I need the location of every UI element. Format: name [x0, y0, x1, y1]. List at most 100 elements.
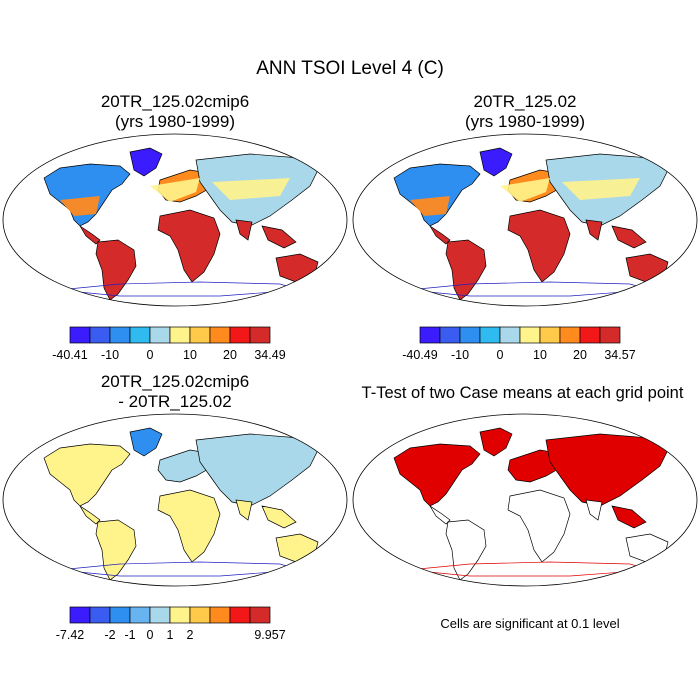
landmass-greenland — [129, 147, 163, 177]
landmass-greenland — [479, 147, 513, 177]
panel-title-line1: 20TR_125.02cmip6 — [100, 372, 250, 391]
colorbar-box — [109, 326, 131, 344]
colorbar-label: 20 — [223, 348, 237, 362]
landmass-india — [585, 219, 603, 241]
colorbar-box — [599, 326, 621, 344]
landmass-centralAmerica — [429, 225, 451, 245]
colorbar-box — [189, 606, 211, 624]
landmass-northAmerica — [43, 443, 131, 507]
panel-title-diff: 20TR_125.02cmip6 - 20TR_125.02 — [0, 372, 350, 412]
landmass-seAsia — [611, 225, 647, 249]
colorbar-label: -2 — [104, 628, 115, 642]
colorbar-box — [519, 326, 541, 344]
panel-title-line2: (yrs 1980-1999) — [114, 112, 235, 131]
colorbar-box — [109, 606, 131, 624]
map-panel-case2 — [352, 133, 698, 307]
colorbar-box — [209, 326, 231, 344]
colorbar-label: 34.49 — [254, 348, 285, 362]
panel-title-case1: 20TR_125.02cmip6 (yrs 1980-1999) — [0, 92, 350, 132]
landmass-africa — [507, 209, 571, 283]
colorbar-label: 0 — [497, 348, 504, 362]
colorbar-box — [439, 326, 461, 344]
colorbar-box — [229, 606, 251, 624]
colorbar-box — [89, 326, 111, 344]
landmass-asia — [545, 433, 669, 507]
colorbar-case1: -40.41 -10 0 10 20 34.49 — [52, 326, 286, 362]
panel-title-line2: - 20TR_125.02 — [118, 392, 232, 411]
colorbar-box — [69, 606, 91, 624]
colorbar-box — [559, 326, 581, 344]
colorbar-box — [129, 606, 151, 624]
landmass-india — [235, 219, 253, 241]
landmass-northAmerica — [393, 443, 481, 507]
panel-title-line1: T-Test of two Case means at each grid po… — [361, 384, 684, 402]
colorbar-label: 9.957 — [254, 628, 285, 642]
map-border — [2, 133, 348, 307]
landmass-australia — [275, 533, 319, 563]
panel-title-ttest: T-Test of two Case means at each grid po… — [345, 383, 700, 403]
figure-title: ANN TSOI Level 4 (C) — [256, 58, 444, 79]
landmass-greenland — [479, 427, 513, 457]
landmass-india — [235, 499, 253, 521]
landmass-seAsia — [261, 225, 297, 249]
panel-title-case2: 20TR_125.02 (yrs 1980-1999) — [350, 92, 700, 132]
landmass-centralAmerica — [429, 505, 451, 525]
band-asia — [562, 178, 640, 200]
landmass-australia — [625, 533, 669, 563]
landmass-australia — [625, 253, 669, 283]
panel-title-line1: 20TR_125.02cmip6 — [100, 92, 250, 111]
colorbar-diff: -7.42 -2 -1 0 1 2 9.957 — [56, 606, 286, 642]
band-midlat — [150, 178, 200, 202]
colorbar-box — [209, 606, 231, 624]
landmass-southAmerica — [95, 239, 137, 301]
landmass-southAmerica — [95, 519, 137, 581]
landmass-greenland — [129, 427, 163, 457]
panel-title-line2: (yrs 1980-1999) — [464, 112, 585, 131]
colorbar-label: -1 — [124, 628, 135, 642]
colorbar-box — [249, 326, 271, 344]
landmass-asia — [195, 433, 319, 507]
band-midlat — [500, 178, 550, 202]
landmass-centralAmerica — [79, 505, 101, 525]
colorbar-label: -40.49 — [402, 348, 437, 362]
colorbar-box — [89, 606, 111, 624]
map-panel-diff — [2, 413, 348, 587]
landmass-seAsia — [261, 505, 297, 529]
colorbar-label: -10 — [101, 348, 119, 362]
band-asia — [212, 178, 290, 200]
colorbar-label: 34.57 — [604, 348, 635, 362]
map-border — [2, 413, 348, 587]
landmass-seAsia — [611, 505, 647, 529]
colorbar-box — [169, 606, 191, 624]
colorbar-label: 2 — [187, 628, 194, 642]
colorbar-label: 20 — [573, 348, 587, 362]
map-panel-case1 — [2, 133, 348, 307]
colorbar-box — [149, 326, 171, 344]
colorbar-box — [249, 606, 271, 624]
landmass-australia — [275, 253, 319, 283]
landmass-southAmerica — [445, 239, 487, 301]
landmass-india — [585, 499, 603, 521]
map-border — [352, 133, 698, 307]
colorbar-label: 1 — [167, 628, 174, 642]
colorbar-case2: -40.49 -10 0 10 20 34.57 — [402, 326, 636, 362]
colorbar-box — [69, 326, 91, 344]
band-us — [60, 196, 100, 216]
landmass-southAmerica — [445, 519, 487, 581]
colorbar-box — [229, 326, 251, 344]
colorbar-box — [459, 326, 481, 344]
band-us — [410, 196, 450, 216]
colorbar-box — [479, 326, 501, 344]
significance-note: Cells are significant at 0.1 level — [440, 616, 620, 631]
map-border — [352, 413, 698, 587]
colorbar-label: 10 — [183, 348, 197, 362]
colorbar-label: -40.41 — [52, 348, 87, 362]
landmass-northAmerica — [393, 163, 481, 227]
map-panel-ttest — [352, 413, 698, 587]
colorbar-label: 10 — [533, 348, 547, 362]
colorbar-label: 0 — [147, 348, 154, 362]
landmass-africa — [157, 489, 221, 563]
colorbar-box — [169, 326, 191, 344]
colorbar-box — [189, 326, 211, 344]
landmass-africa — [507, 489, 571, 563]
